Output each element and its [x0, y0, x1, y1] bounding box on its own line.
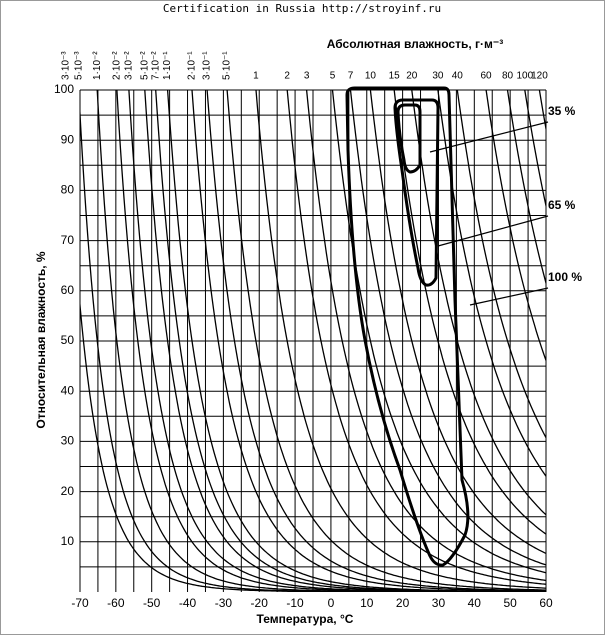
- top-axis-label: Абсолютная влажность, г·м⁻³: [327, 37, 503, 51]
- isoline: [349, 90, 546, 566]
- top-tick-label: 1·10⁻¹: [162, 51, 173, 80]
- top-tick-label: 1·10⁻²: [92, 51, 103, 80]
- top-tick-label: 5: [330, 71, 336, 82]
- x-tick-label: -50: [143, 596, 161, 610]
- isoline: [206, 90, 546, 592]
- zone-65: [393, 98, 440, 287]
- y-tick-label: 90: [61, 132, 75, 146]
- top-tick-label: 1: [253, 71, 259, 82]
- x-tick-label: 40: [468, 596, 482, 610]
- y-tick-label: 100: [54, 82, 74, 96]
- x-tick-label: -10: [286, 596, 304, 610]
- isoline: [191, 90, 546, 592]
- top-tick-label: 20: [406, 71, 418, 82]
- isoline: [485, 90, 546, 363]
- leader-line: [429, 121, 549, 153]
- y-tick-label: 80: [61, 183, 75, 197]
- annotation: 100 %: [548, 270, 582, 284]
- annotation: 35 %: [548, 104, 576, 118]
- x-tick-label: 10: [360, 596, 374, 610]
- isoline: [506, 90, 546, 286]
- isoline: [331, 90, 546, 574]
- y-tick-label: 60: [61, 283, 75, 297]
- annotation: 65 %: [548, 198, 576, 212]
- x-tick-label: 20: [396, 596, 410, 610]
- top-tick-label: 3: [304, 71, 310, 82]
- x-tick-label: 30: [432, 596, 446, 610]
- y-tick-label: 10: [61, 534, 75, 548]
- x-axis-label: Температура, °C: [257, 612, 354, 626]
- top-tick-label: 80: [502, 71, 514, 82]
- x-tick-label: -30: [215, 596, 233, 610]
- top-tick-label: 2: [284, 71, 290, 82]
- isoline: [369, 90, 546, 555]
- zone-100: [345, 86, 470, 567]
- top-tick-label: 5·10⁻¹: [222, 51, 233, 80]
- top-tick-label: 7·10⁻²: [150, 51, 161, 80]
- x-tick-label: 60: [539, 596, 553, 610]
- y-tick-label: 70: [61, 233, 75, 247]
- isoline: [437, 90, 546, 478]
- x-tick-label: 0: [328, 596, 335, 610]
- zone-35: [396, 103, 422, 174]
- top-tick-label: 30: [432, 71, 444, 82]
- isoline: [286, 90, 546, 585]
- top-tick-label: 2·10⁻²: [111, 51, 122, 80]
- x-tick-label: -60: [107, 596, 125, 610]
- isoline: [255, 90, 546, 589]
- top-tick-label: 3·10⁻²: [124, 51, 135, 80]
- top-tick-label: 2·10⁻¹: [187, 51, 198, 80]
- top-tick-label: 120: [531, 71, 548, 82]
- isoline: [456, 90, 546, 439]
- top-tick-label: 40: [452, 71, 464, 82]
- header: Certification in Russia http://stroyinf.…: [163, 2, 441, 15]
- top-tick-label: 15: [389, 71, 401, 82]
- isoline: [411, 90, 546, 516]
- top-tick-label: 5·10⁻²: [139, 51, 150, 80]
- y-tick-label: 30: [61, 434, 75, 448]
- isoline: [305, 90, 546, 582]
- isoline: [393, 90, 546, 535]
- top-tick-label: 3·10⁻³: [60, 51, 71, 80]
- top-tick-label: 10: [365, 71, 377, 82]
- y-tick-label: 50: [61, 333, 75, 347]
- top-tick-label: 100: [517, 71, 534, 82]
- top-tick-label: 7: [348, 71, 354, 82]
- leader-line: [437, 215, 549, 247]
- plot-area: -70 -60 -50 -40 -30 -20 -10 0 10 20 30 40 50 60 10 20 30…: [54, 51, 553, 610]
- top-tick-label: 3·10⁻¹: [202, 51, 213, 80]
- y-tick-label: 20: [61, 484, 75, 498]
- leader-line: [469, 287, 549, 306]
- isoline: [538, 90, 546, 133]
- isoline: [226, 90, 546, 591]
- y-tick-label: 40: [61, 383, 75, 397]
- x-tick-label: 50: [503, 596, 517, 610]
- top-tick-label: 5·10⁻³: [73, 51, 84, 80]
- isoline: [166, 90, 546, 592]
- x-tick-label: -40: [179, 596, 197, 610]
- x-tick-label: -70: [71, 596, 89, 610]
- y-axis-label: Относительная влажность, %: [34, 251, 48, 429]
- isoline: [524, 90, 546, 209]
- x-tick-label: -20: [251, 596, 269, 610]
- top-tick-label: 60: [481, 71, 493, 82]
